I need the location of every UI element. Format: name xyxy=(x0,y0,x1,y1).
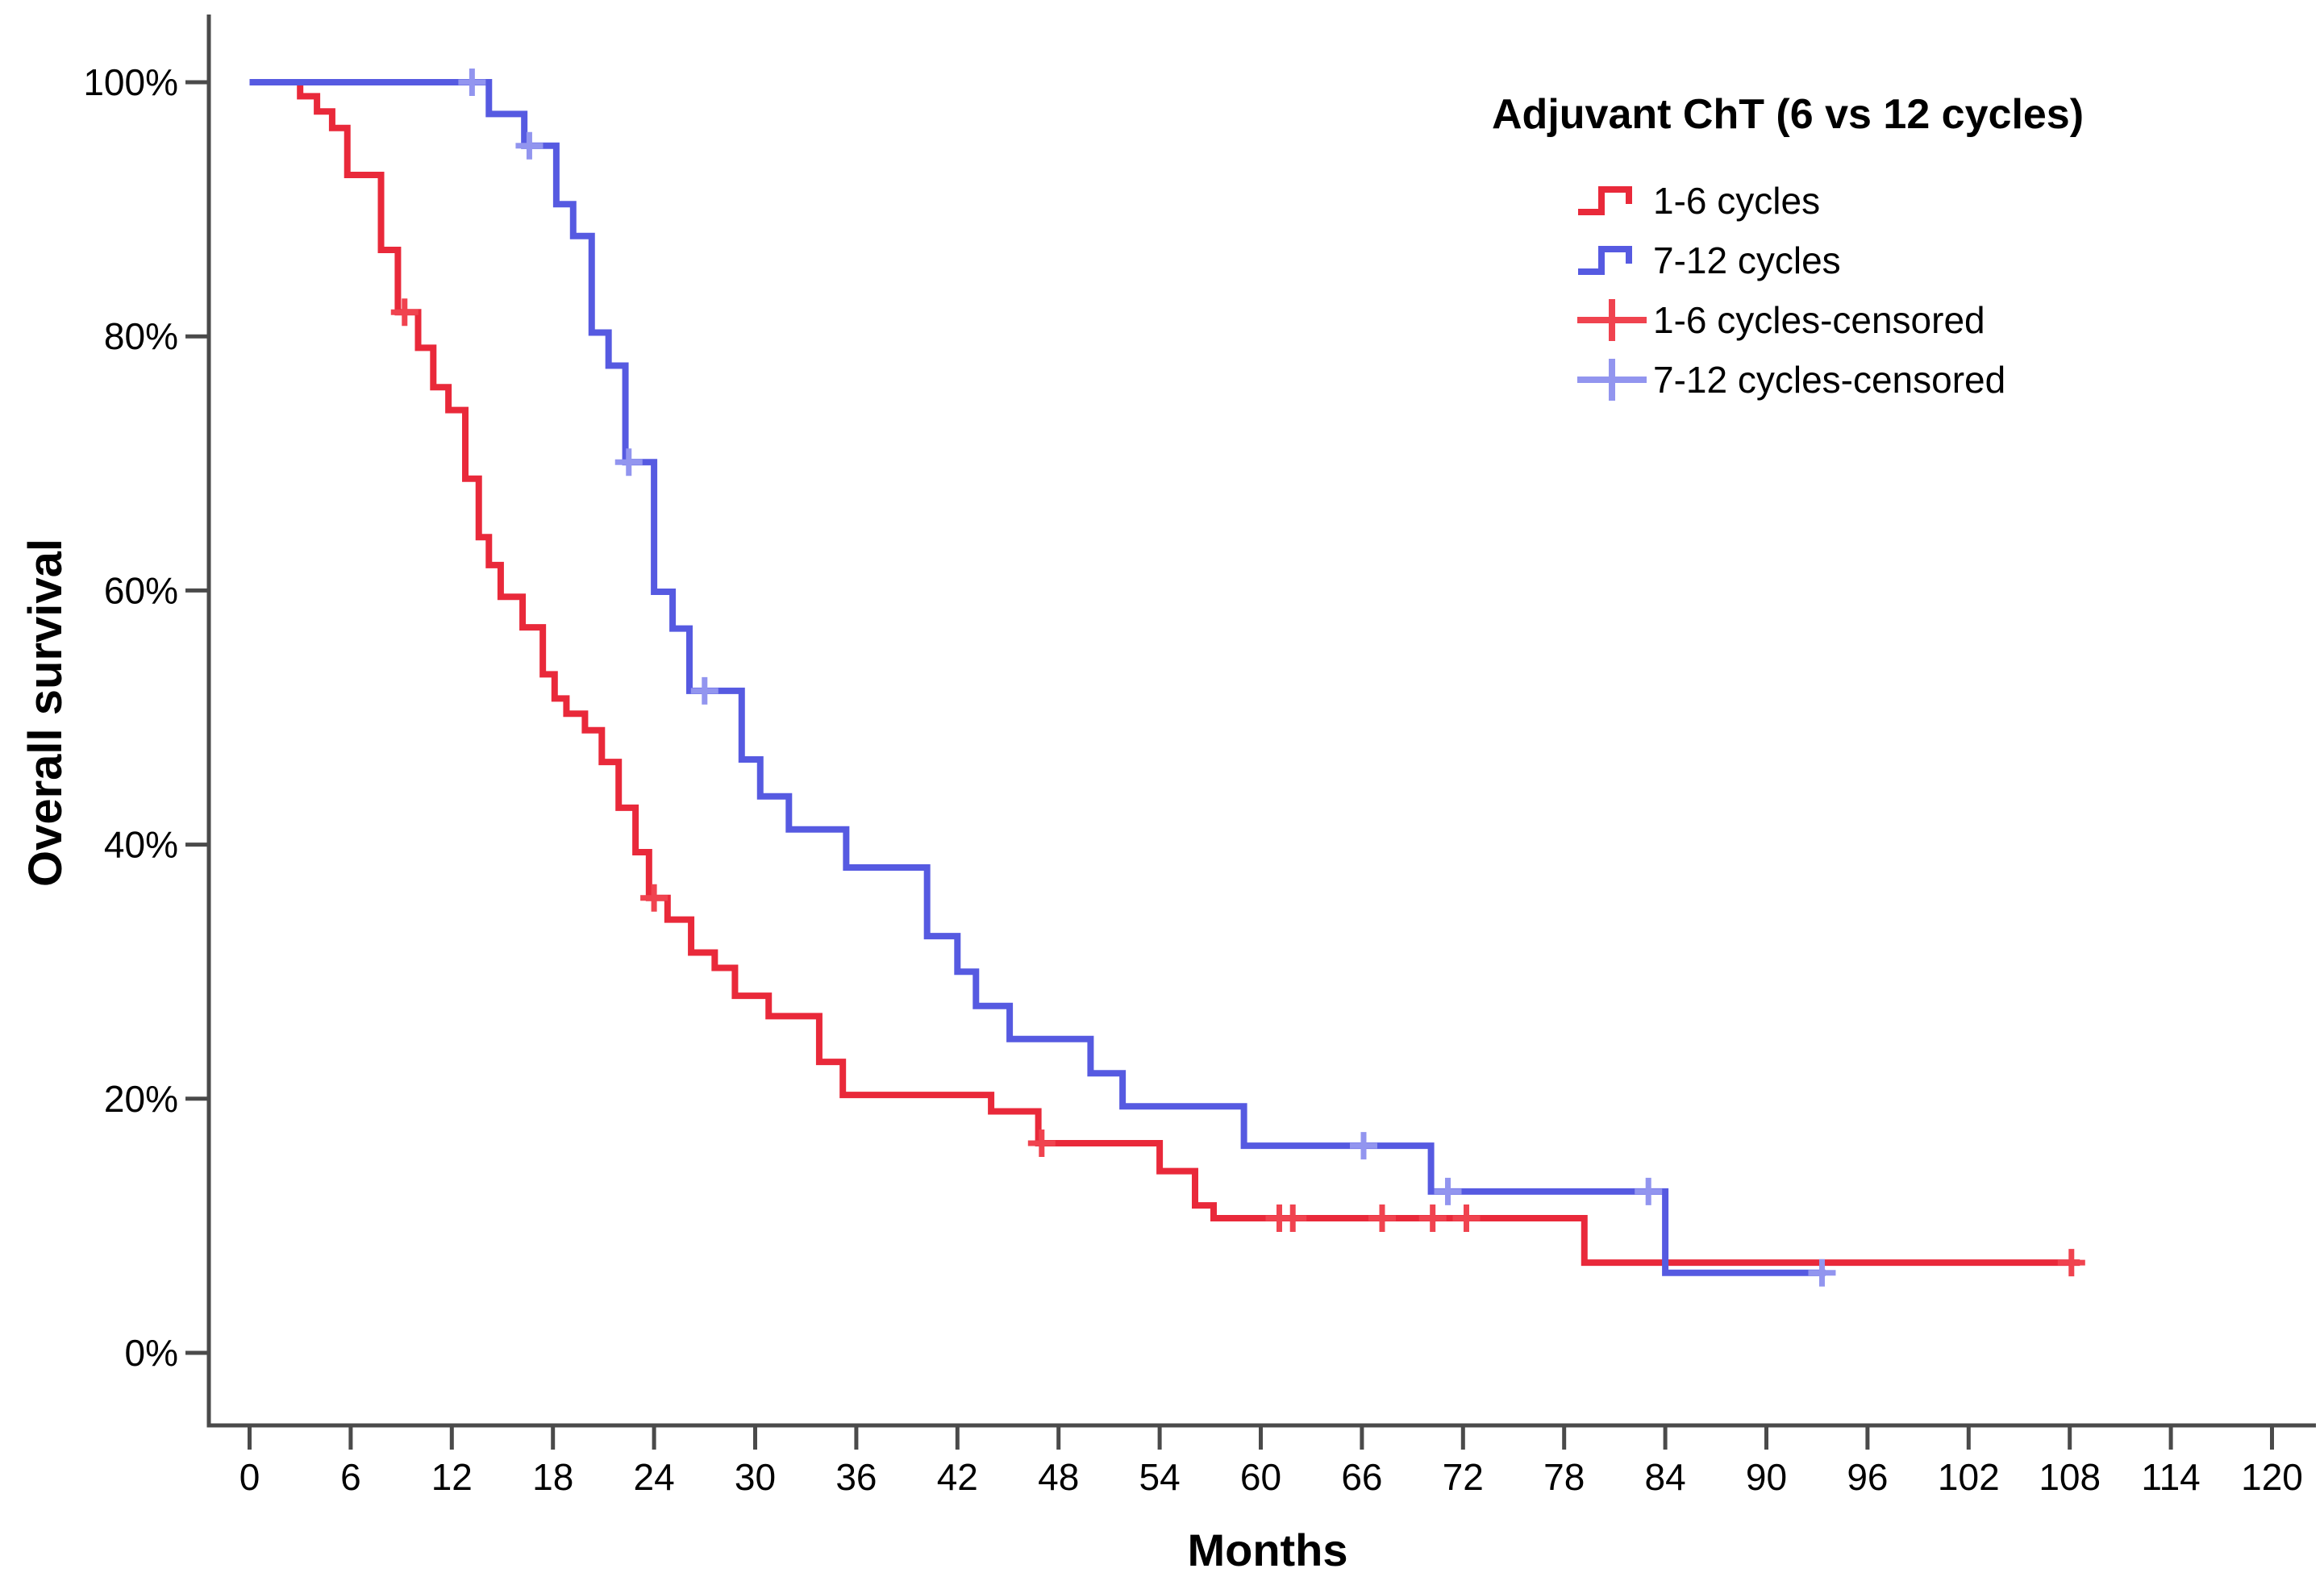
y-tick-label: 100% xyxy=(83,61,178,103)
x-tick-label: 78 xyxy=(1543,1456,1585,1498)
curve-1-6-cycles xyxy=(249,79,2080,1267)
legend-item-label: 7-12 cycles xyxy=(1653,239,1841,281)
legend-item-7-12-cycles: 7-12 cycles xyxy=(1576,231,2084,290)
x-tick-label: 36 xyxy=(835,1456,877,1498)
x-tick-label: 0 xyxy=(239,1456,260,1498)
censored-plus-icon xyxy=(1577,359,1647,401)
step-line-icon xyxy=(1578,186,1632,215)
legend-marker xyxy=(1577,359,1647,401)
y-tick-label: 40% xyxy=(104,824,178,866)
x-tick-label: 72 xyxy=(1443,1456,1484,1498)
x-tick-label: 84 xyxy=(1645,1456,1686,1498)
x-tick-label: 30 xyxy=(735,1456,776,1498)
x-axis-title: Months xyxy=(1187,1525,1348,1575)
x-tick-label: 42 xyxy=(937,1456,978,1498)
legend-title: Adjuvant ChT (6 vs 12 cycles) xyxy=(1492,91,2085,138)
x-tick-label: 12 xyxy=(431,1456,473,1498)
legend-marker xyxy=(1577,299,1647,341)
x-tick-label: 6 xyxy=(340,1456,361,1498)
x-tick-label: 102 xyxy=(1938,1456,2000,1498)
x-tick-label: 54 xyxy=(1139,1456,1181,1498)
x-tick-label: 60 xyxy=(1240,1456,1281,1498)
legend-item-7-12-cycles-censored: 7-12 cycles-censored xyxy=(1576,350,2084,410)
curve-7-12-cycles xyxy=(249,79,1826,1276)
x-tick-label: 96 xyxy=(1847,1456,1888,1498)
legend-item-label: 1-6 cycles-censored xyxy=(1653,299,1985,341)
legend: Adjuvant ChT (6 vs 12 cycles) 1-6 cycles… xyxy=(1492,90,2084,410)
x-tick-label: 108 xyxy=(2039,1456,2101,1498)
legend-item-label: 7-12 cycles-censored xyxy=(1653,359,2006,401)
step-line-icon xyxy=(1578,246,1632,275)
x-tick-label: 120 xyxy=(2241,1456,2303,1498)
legend-item-label: 1-6 cycles xyxy=(1653,180,1821,222)
y-tick-label: 60% xyxy=(104,569,178,611)
y-tick-label: 0% xyxy=(125,1332,178,1374)
censored-plus-icon xyxy=(1577,299,1647,341)
legend-item-1-6-cycles-censored: 1-6 cycles-censored xyxy=(1576,290,2084,350)
x-tick-label: 114 xyxy=(2141,1456,2200,1498)
legend-items: 1-6 cycles 7-12 cycles 1-6 cycles-censored… xyxy=(1576,171,2084,410)
y-axis-title: Overall survival xyxy=(19,538,72,888)
y-tick-label: 80% xyxy=(104,315,178,357)
x-tick-label: 48 xyxy=(1038,1456,1079,1498)
x-tick-label: 18 xyxy=(532,1456,573,1498)
legend-item-1-6-cycles: 1-6 cycles xyxy=(1576,171,2084,231)
y-tick-label: 20% xyxy=(104,1078,178,1120)
legend-marker xyxy=(1578,246,1632,275)
x-tick-label: 66 xyxy=(1341,1456,1382,1498)
x-tick-label: 90 xyxy=(1746,1456,1787,1498)
legend-marker xyxy=(1578,186,1632,215)
x-tick-label: 24 xyxy=(634,1456,675,1498)
